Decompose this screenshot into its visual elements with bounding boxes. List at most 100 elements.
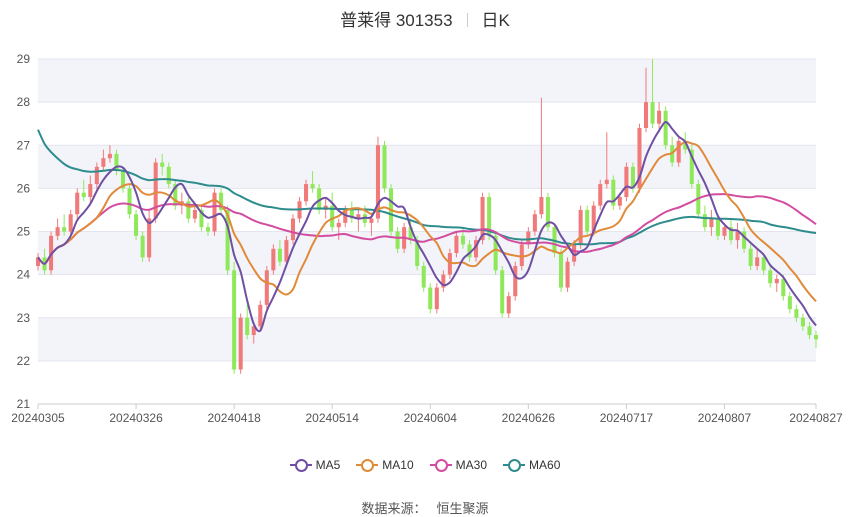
candle-body	[140, 235, 145, 258]
chart-legend: MA5 MA10 MA30 MA60	[0, 458, 850, 472]
candle-body	[467, 244, 472, 258]
candle-body	[127, 188, 132, 215]
candle-body	[474, 240, 479, 258]
candle-body	[761, 257, 766, 271]
candle-body	[663, 110, 668, 146]
candle	[585, 205, 590, 236]
candle-body	[565, 261, 570, 288]
candle-body	[336, 222, 341, 228]
legend-marker-ma10	[356, 458, 379, 472]
x-tick-label: 20240717	[600, 411, 654, 425]
title-separator	[466, 13, 468, 27]
candle	[160, 153, 165, 176]
candle-body	[604, 179, 609, 185]
candle	[35, 253, 41, 271]
candle	[81, 179, 86, 202]
candle-body	[205, 227, 211, 232]
candle-body	[245, 317, 250, 335]
candle	[199, 205, 204, 232]
data-source: 数据来源： 恒生聚源	[0, 498, 850, 517]
candle-body	[349, 209, 354, 219]
candle	[219, 188, 224, 215]
candle-body	[630, 166, 635, 189]
candle	[624, 162, 629, 202]
candle	[578, 205, 583, 249]
candle	[356, 209, 361, 232]
legend-marker-ma60	[503, 458, 526, 472]
candle	[264, 266, 269, 310]
candle	[173, 179, 178, 210]
candle-body	[317, 188, 322, 210]
candle-body	[702, 214, 707, 228]
candle-body	[768, 270, 773, 284]
ma5-line	[37, 121, 817, 333]
candlestick-chart: 21 22 23 24 25 26 27 28 29 20240305 20240326 202404…	[11, 52, 843, 425]
candle-body	[343, 209, 348, 223]
candle-body	[264, 270, 269, 305]
candle-body	[107, 153, 112, 159]
candle	[565, 257, 570, 292]
ma60-line	[37, 129, 817, 246]
candle-body	[643, 102, 649, 128]
candle	[127, 184, 132, 219]
y-tick-label: 27	[17, 138, 31, 152]
legend-item-ma10[interactable]: MA10	[356, 458, 414, 472]
candle-body	[624, 166, 629, 197]
candle	[186, 197, 191, 223]
candle-body	[611, 179, 616, 206]
candle-body	[807, 326, 812, 335]
candle-body	[382, 145, 387, 189]
candle	[742, 227, 747, 254]
candle-body	[689, 149, 694, 185]
candle-body	[62, 227, 67, 232]
candle	[755, 248, 760, 271]
candle	[558, 248, 564, 292]
candle	[245, 304, 250, 340]
candle	[748, 244, 753, 271]
legend-item-ma5[interactable]: MA5	[289, 458, 340, 472]
candle-body	[310, 184, 315, 189]
candle	[787, 291, 792, 314]
candle	[774, 274, 779, 292]
candle-body	[598, 184, 603, 206]
candle-body	[794, 309, 799, 318]
candle-body	[55, 227, 60, 236]
candle-body	[578, 209, 583, 245]
candle	[519, 240, 524, 271]
candle-body	[506, 296, 511, 314]
candle	[657, 102, 662, 133]
candle	[813, 330, 819, 348]
legend-item-ma60[interactable]: MA60	[503, 458, 560, 472]
legend-item-ma30[interactable]: MA30	[429, 458, 487, 472]
x-tick-label: 20240626	[502, 411, 556, 425]
candle	[689, 145, 694, 189]
candle-body	[199, 209, 204, 228]
candle-body	[408, 227, 413, 241]
candle-body	[532, 214, 537, 232]
candle-body	[81, 192, 86, 197]
candle-body	[526, 231, 531, 245]
candle	[428, 283, 433, 314]
candle	[761, 253, 766, 275]
candle	[447, 248, 452, 279]
candle	[134, 209, 139, 241]
candle	[532, 209, 537, 236]
candle-body	[493, 235, 498, 271]
candle-body	[68, 214, 73, 232]
candle	[598, 179, 603, 210]
candle-body	[813, 335, 819, 340]
candle	[676, 136, 681, 167]
candle	[107, 145, 112, 163]
candle-body	[375, 145, 380, 219]
y-tick-label: 26	[17, 181, 31, 195]
candle	[421, 261, 426, 292]
candle	[232, 261, 237, 374]
candle-body	[748, 248, 753, 266]
candle	[192, 205, 197, 223]
candle-body	[395, 231, 400, 249]
candles	[35, 59, 819, 374]
candle-body	[513, 266, 518, 297]
candle	[153, 158, 158, 223]
candle-body	[585, 209, 590, 232]
candle-body	[787, 296, 792, 310]
